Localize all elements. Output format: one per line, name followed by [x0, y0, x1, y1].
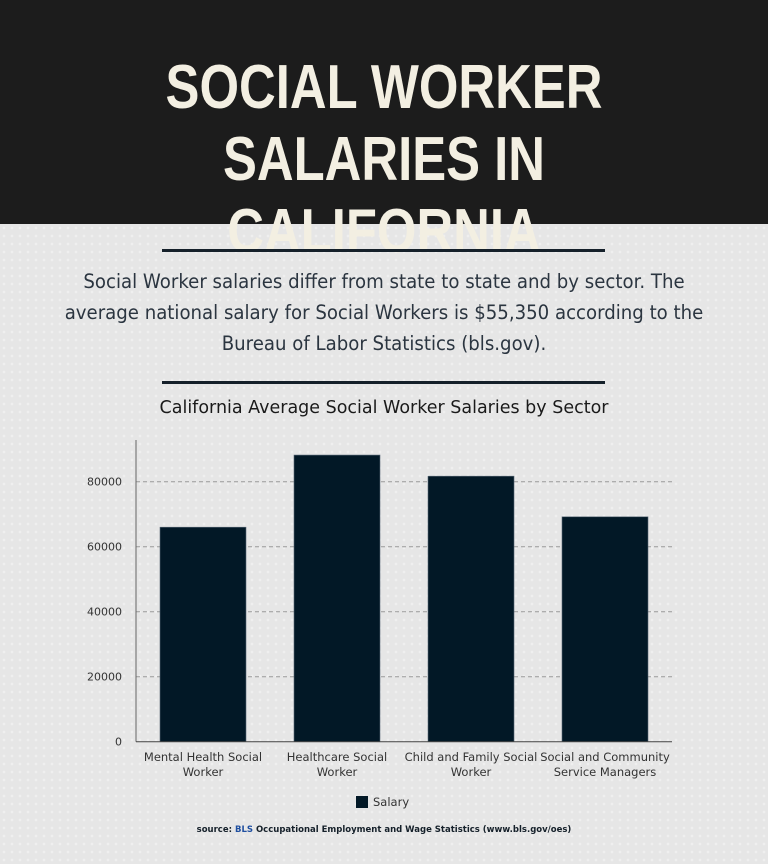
x-tick-label: Worker [451, 765, 492, 779]
x-tick-label: Social and Community [540, 750, 670, 764]
x-tick-label: Service Managers [554, 765, 657, 779]
y-tick-label: 0 [115, 736, 122, 749]
legend-swatch [356, 796, 368, 808]
intro-text: Social Worker salaries differ from state… [64, 270, 704, 355]
x-tick-label: Mental Health Social [144, 750, 262, 764]
divider-bottom [162, 381, 605, 384]
divider-top [162, 249, 605, 252]
y-tick-label: 60000 [87, 541, 122, 554]
legend-label: Salary [373, 795, 409, 809]
y-tick-label: 80000 [87, 476, 122, 489]
header-banner: SOCIAL WORKER SALARIES IN CALIFORNIA [0, 0, 768, 266]
x-tick-label: Worker [183, 765, 224, 779]
x-tick-label: Child and Family Social [405, 750, 538, 764]
page-title: SOCIAL WORKER SALARIES IN CALIFORNIA [69, 52, 699, 268]
chart-title: California Average Social Worker Salarie… [159, 398, 609, 418]
bar-2 [293, 454, 381, 742]
y-tick-label: 20000 [87, 671, 122, 684]
title-line-2: CALIFORNIA [227, 197, 541, 266]
source-note: source: BLS Occupational Employment and … [0, 825, 768, 835]
title-line-1: SOCIAL WORKER SALARIES IN [165, 53, 603, 194]
source-rest: Occupational Employment and Wage Statist… [253, 825, 572, 835]
bar-4 [561, 516, 649, 742]
y-tick-label: 40000 [87, 606, 122, 619]
x-tick-label: Healthcare Social [287, 750, 387, 764]
bar-1 [159, 526, 247, 743]
bar-3 [427, 475, 515, 742]
source-prefix: source: [196, 825, 235, 835]
x-tick-label: Worker [317, 765, 358, 779]
source-org-link[interactable]: BLS [234, 825, 253, 835]
